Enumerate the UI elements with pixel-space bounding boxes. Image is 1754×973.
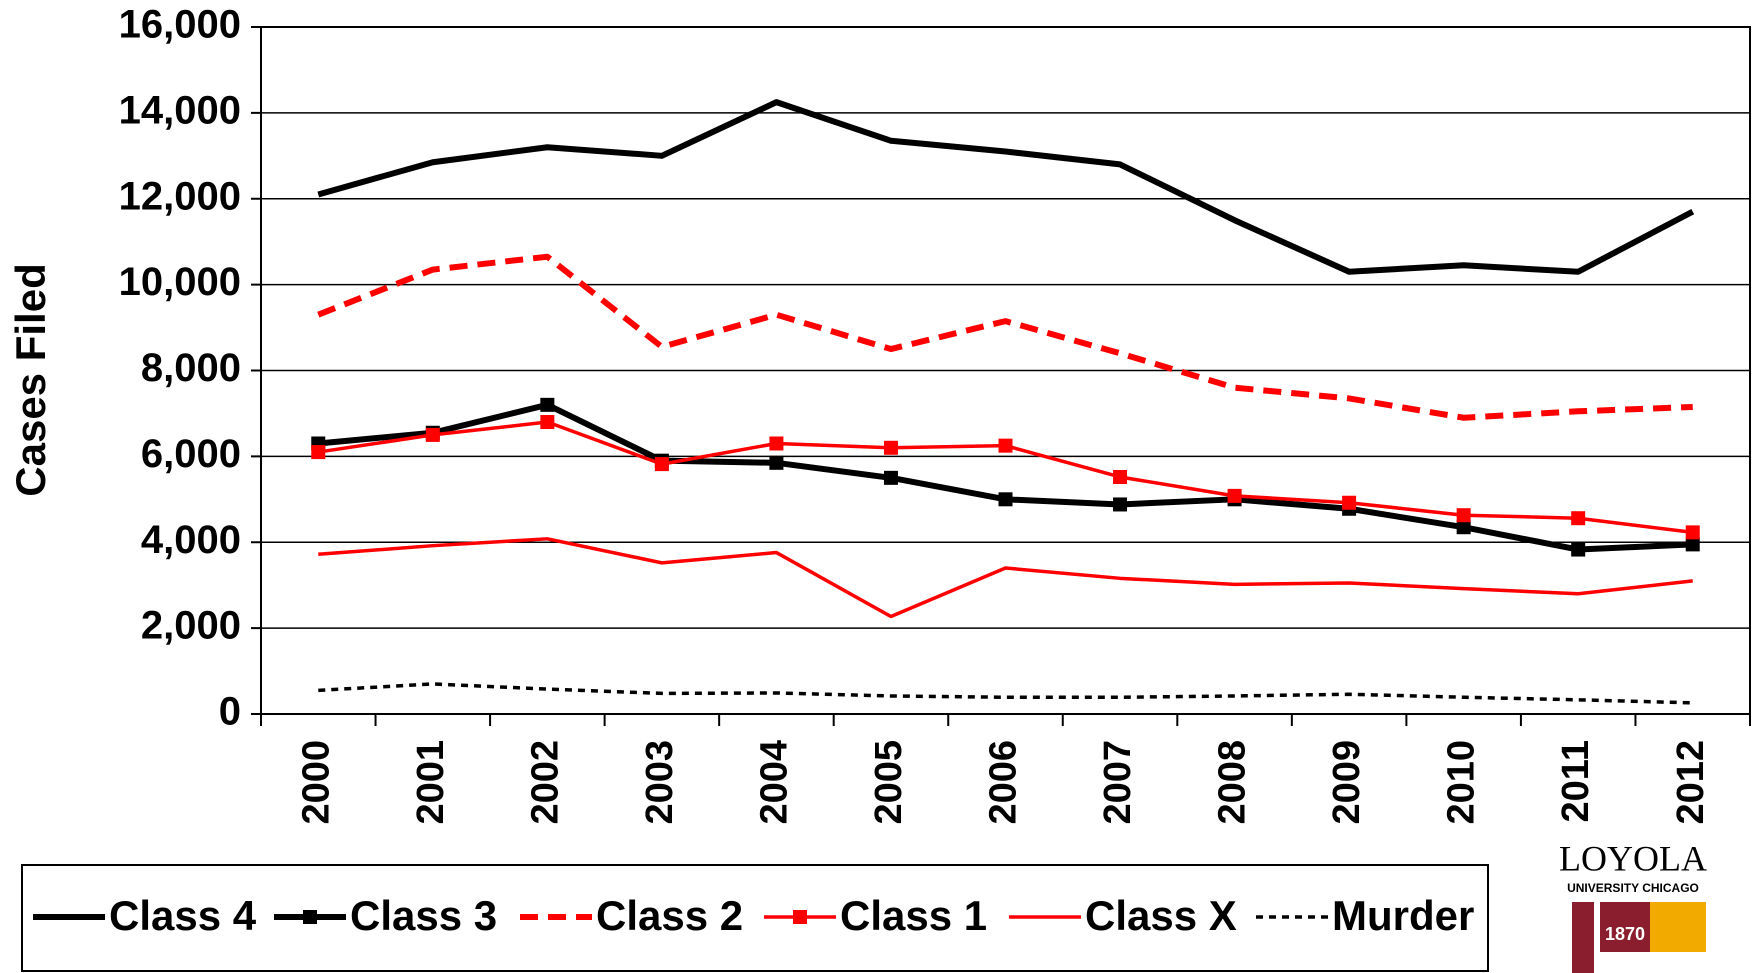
point-marker [1571,542,1586,557]
point-marker [1342,495,1357,510]
legend-label: Class 4 [109,892,257,939]
legend-box [21,864,1489,972]
legend-label: Class 3 [350,892,497,939]
x-tick-label: 2005 [868,740,910,825]
point-marker [769,455,784,470]
point-marker [883,440,898,455]
point-marker [883,470,898,485]
x-tick-label: 2006 [983,740,1025,825]
y-tick-label: 12,000 [119,174,241,218]
x-tick-label: 2008 [1212,740,1254,825]
legend-label: Class 2 [596,892,743,939]
logo-year: 1870 [1605,924,1645,944]
point-marker [1456,520,1471,535]
legend-label: Murder [1332,892,1474,939]
point-marker [1113,469,1128,484]
logo-subtitle: UNIVERSITY CHICAGO [1567,881,1699,895]
x-tick-label: 2011 [1555,740,1597,822]
x-tick-label: 2007 [1097,740,1139,825]
logo-shield-stripe [1650,902,1706,952]
x-tick-label: 2000 [295,740,337,825]
x-tick-label: 2003 [639,740,681,825]
x-tick-label: 2012 [1670,740,1712,825]
point-marker [425,427,440,442]
legend-label: Class 1 [840,892,987,939]
y-tick-label: 6,000 [141,432,241,476]
x-tick-label: 2010 [1441,740,1483,825]
y-tick-label: 4,000 [141,518,241,562]
y-tick-label: 0 [219,690,241,734]
plot-frame [260,26,1751,715]
point-marker [1685,525,1700,540]
legend-marker [793,910,807,924]
y-tick-label: 14,000 [119,88,241,132]
y-tick-label: 2,000 [141,604,241,648]
y-axis-title: Cases Filed [7,263,54,496]
point-marker [1113,497,1128,512]
point-marker [1456,508,1471,523]
y-tick-label: 8,000 [141,346,241,390]
legend-label: Class X [1085,892,1237,939]
y-tick-label: 16,000 [119,3,241,47]
x-tick-label: 2004 [753,740,795,825]
point-marker [654,457,669,472]
logo-band [1572,902,1594,973]
point-marker [998,492,1013,507]
point-marker [769,436,784,451]
point-marker [540,397,555,412]
point-marker [311,445,326,460]
series-line [317,253,1693,421]
legend-marker [303,910,317,924]
series-line [318,537,1693,619]
x-tick-label: 2002 [524,740,566,825]
point-marker [540,415,555,430]
series-line [318,682,1693,705]
x-tick-label: 2001 [410,740,452,825]
logo-name: LOYOLA [1559,838,1707,878]
point-marker [1227,488,1242,503]
logo: LOYOLA UNIVERSITY CHICAGO 1870 [1559,838,1707,973]
x-tick-label: 2009 [1326,740,1368,825]
point-marker [1685,537,1700,552]
series-line [317,99,1695,275]
point-marker [998,438,1013,453]
point-marker [1571,511,1586,526]
y-tick-label: 10,000 [119,260,241,304]
